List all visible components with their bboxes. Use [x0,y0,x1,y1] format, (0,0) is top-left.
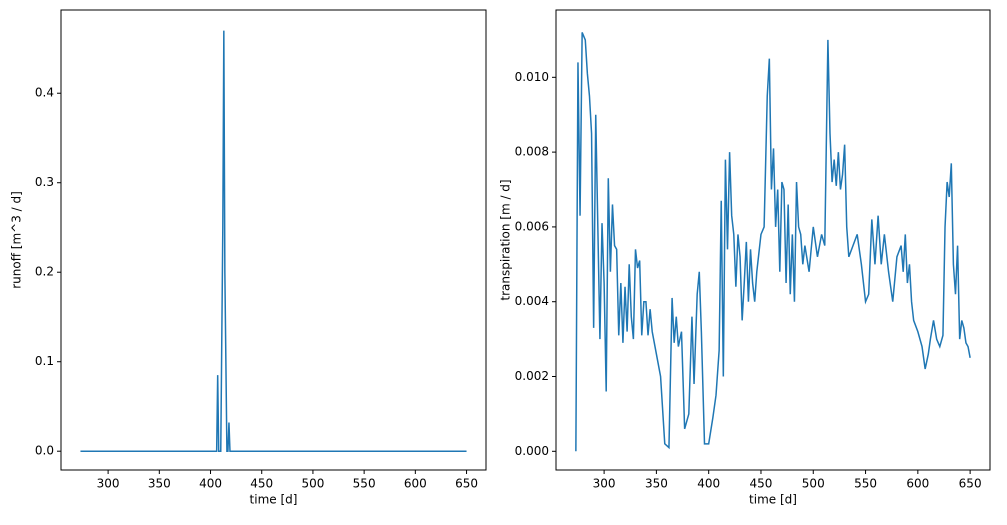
x-tick-label: 400 [199,477,222,491]
x-tick-label: 300 [97,477,120,491]
x-axis-label: time [d] [749,493,797,507]
y-tick-label: 0.004 [515,294,549,308]
data-line [80,30,467,452]
x-tick-label: 500 [301,477,324,491]
y-tick-label: 0.000 [515,444,549,458]
y-tick-label: 0.2 [35,265,54,279]
axes-frame [60,9,487,471]
x-tick-label: 650 [959,477,982,491]
y-tick-label: 0.002 [515,369,549,383]
y-tick-label: 0.008 [515,145,549,159]
y-axis-label: runoff [m^3 / d] [10,191,24,289]
x-tick-label: 300 [593,477,616,491]
x-tick-label: 650 [455,477,478,491]
y-tick-label: 0.3 [35,175,54,189]
x-tick-label: 600 [404,477,427,491]
x-tick-label: 350 [645,477,668,491]
y-tick-label: 0.1 [35,354,54,368]
y-tick-label: 0.0 [35,444,54,458]
x-tick-label: 450 [250,477,273,491]
y-tick-label: 0.010 [515,70,549,84]
y-tick-label: 0.4 [35,86,54,100]
x-tick-label: 550 [353,477,376,491]
y-tick-label: 0.006 [515,219,549,233]
x-tick-label: 450 [750,477,773,491]
y-axis-label: transpiration [m / d] [499,179,513,300]
axes-frame [555,9,991,471]
x-axis-label: time [d] [250,493,298,507]
x-tick-label: 600 [906,477,929,491]
data-line [575,32,971,452]
x-tick-label: 400 [697,477,720,491]
x-tick-label: 550 [854,477,877,491]
x-tick-label: 350 [148,477,171,491]
x-tick-label: 500 [802,477,825,491]
